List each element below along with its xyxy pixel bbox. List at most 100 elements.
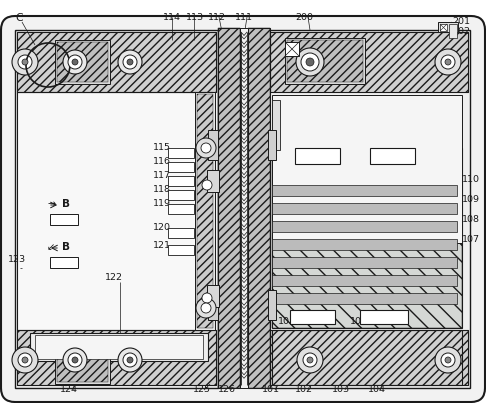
Bar <box>295 148 340 164</box>
Circle shape <box>201 143 211 153</box>
Text: 124: 124 <box>60 386 78 395</box>
Circle shape <box>435 347 461 373</box>
Text: A: A <box>283 125 291 135</box>
Bar <box>17 32 216 92</box>
Bar <box>272 257 457 268</box>
Bar <box>270 330 468 385</box>
Text: 104: 104 <box>368 386 386 395</box>
Circle shape <box>68 353 82 367</box>
Circle shape <box>307 357 313 363</box>
Circle shape <box>72 59 78 65</box>
Text: 123: 123 <box>8 256 26 264</box>
Bar <box>285 42 299 56</box>
Text: 111: 111 <box>235 12 253 21</box>
Bar <box>17 330 216 385</box>
Circle shape <box>63 50 87 74</box>
Bar <box>195 92 215 330</box>
Bar <box>168 190 194 200</box>
Text: ↙: ↙ <box>47 242 55 252</box>
Circle shape <box>301 53 319 71</box>
Circle shape <box>18 353 32 367</box>
Text: 110: 110 <box>462 175 480 185</box>
Circle shape <box>12 347 38 373</box>
Bar <box>272 293 457 304</box>
Text: 108: 108 <box>462 216 480 224</box>
Bar <box>268 290 276 320</box>
Bar <box>270 330 468 385</box>
Circle shape <box>123 55 137 69</box>
Bar <box>168 162 194 172</box>
Bar <box>272 275 457 286</box>
Circle shape <box>72 357 78 363</box>
Text: 114: 114 <box>163 12 181 21</box>
Bar <box>208 290 218 320</box>
Circle shape <box>196 298 216 318</box>
Circle shape <box>296 48 324 76</box>
Circle shape <box>306 58 314 66</box>
Text: 117: 117 <box>153 172 171 181</box>
Circle shape <box>12 49 38 75</box>
Text: 113: 113 <box>186 12 204 21</box>
Bar <box>438 22 458 32</box>
FancyBboxPatch shape <box>1 16 485 402</box>
Bar <box>272 203 457 214</box>
Bar <box>207 285 219 307</box>
Bar <box>208 130 218 160</box>
Bar <box>17 330 216 385</box>
Text: 121: 121 <box>153 241 171 249</box>
Bar <box>287 40 363 82</box>
Bar <box>248 28 270 388</box>
Circle shape <box>441 55 455 69</box>
Circle shape <box>123 353 137 367</box>
Text: 106: 106 <box>350 318 368 326</box>
Bar <box>272 185 457 196</box>
Bar <box>272 330 462 385</box>
Bar <box>272 100 280 150</box>
Bar <box>272 221 457 232</box>
Circle shape <box>118 348 142 372</box>
Circle shape <box>22 357 28 363</box>
Circle shape <box>435 49 461 75</box>
Bar <box>30 333 208 361</box>
Text: 118: 118 <box>153 185 171 195</box>
Bar <box>17 32 216 92</box>
Circle shape <box>202 180 212 190</box>
Text: D: D <box>211 287 219 297</box>
Bar <box>35 335 203 359</box>
Bar <box>240 28 248 388</box>
Text: 122: 122 <box>105 274 123 283</box>
Circle shape <box>201 303 211 313</box>
Bar <box>207 170 219 192</box>
Bar <box>55 340 110 384</box>
Text: 102: 102 <box>295 386 313 395</box>
Bar <box>370 148 415 164</box>
Text: 103: 103 <box>332 386 350 395</box>
Bar <box>15 30 218 388</box>
Text: 101: 101 <box>262 386 280 395</box>
Bar <box>270 32 468 92</box>
Bar <box>168 204 194 214</box>
Bar <box>168 228 194 238</box>
Bar <box>272 148 462 328</box>
Text: 112: 112 <box>208 12 226 21</box>
Circle shape <box>22 59 28 65</box>
Circle shape <box>118 50 142 74</box>
Text: A: A <box>355 125 363 135</box>
Circle shape <box>63 348 87 372</box>
Text: B: B <box>62 242 70 252</box>
Bar <box>168 176 194 186</box>
Text: 126: 126 <box>218 386 236 395</box>
Text: 125: 125 <box>193 386 211 395</box>
Text: 115: 115 <box>153 143 171 152</box>
Circle shape <box>18 55 32 69</box>
Bar <box>268 130 276 160</box>
Circle shape <box>441 353 455 367</box>
Text: 120: 120 <box>153 224 171 233</box>
Text: 107: 107 <box>462 235 480 245</box>
Bar <box>17 92 212 330</box>
Text: →: → <box>47 199 55 209</box>
Bar <box>440 24 447 31</box>
Text: 201: 201 <box>452 17 470 27</box>
Circle shape <box>202 293 212 303</box>
Bar <box>218 28 240 388</box>
